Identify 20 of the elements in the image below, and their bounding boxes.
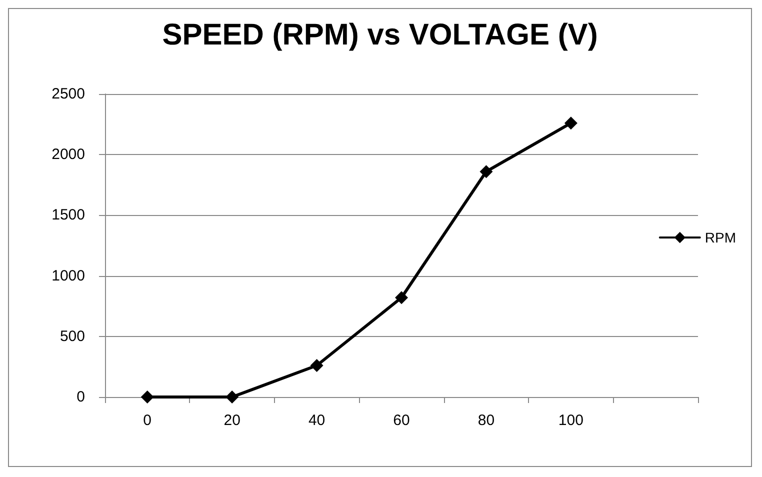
x-tick-label: 100	[558, 412, 584, 429]
x-tick-label: 20	[224, 412, 240, 429]
y-tick-label: 1500	[52, 206, 85, 224]
point	[564, 116, 578, 130]
x-tick-label: 0	[143, 412, 152, 429]
point	[310, 358, 324, 372]
point	[226, 390, 239, 404]
x-tick-label: 40	[308, 412, 326, 429]
y-tick-label: 0	[76, 388, 85, 406]
y-tick-label: 1000	[52, 267, 85, 284]
point	[140, 390, 154, 404]
legend-label: RPM	[704, 230, 736, 246]
y-tick-label: 500	[60, 328, 85, 345]
x-tick-label: 80	[478, 412, 495, 429]
y-tick-label: 2500	[52, 86, 85, 102]
x-tick-label: 60	[393, 412, 410, 429]
chart-title: SPEED (RPM) vs VOLTAGE (V)	[162, 18, 598, 52]
point	[480, 165, 493, 178]
y-tick-label: 2000	[52, 146, 85, 164]
point	[395, 291, 408, 304]
